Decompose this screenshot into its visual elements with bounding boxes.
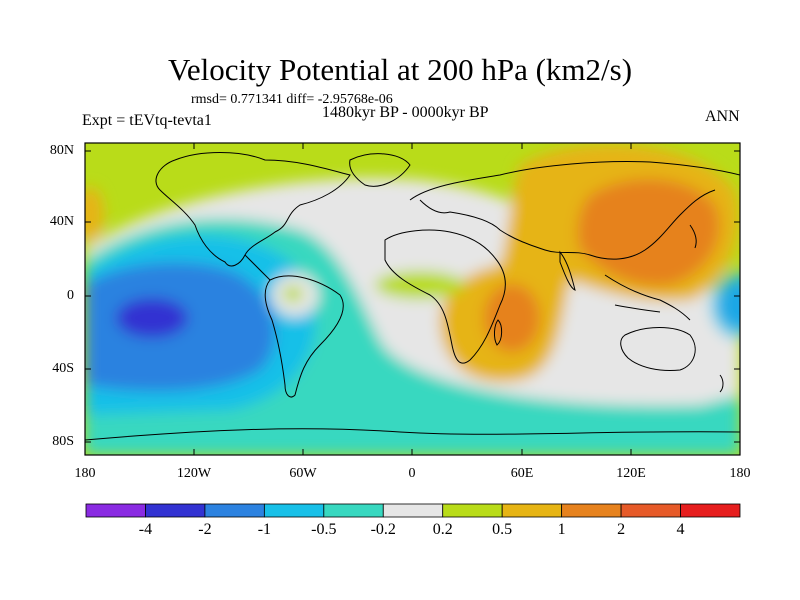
page-title: Velocity Potential at 200 hPa (km2/s)	[167, 52, 633, 87]
x-axis-label: 120W	[176, 466, 212, 481]
colorbar-label: -0.5	[311, 521, 337, 538]
colorbar-label: -2	[198, 521, 212, 538]
field-band-neutral-sahara	[375, 271, 465, 299]
contour-field	[85, 143, 740, 455]
colorbar	[85, 503, 741, 518]
colorbar-box	[204, 503, 265, 518]
x-axis-label: 60E	[510, 466, 534, 481]
experiment-label: Expt = tEVtq-tevta1	[82, 112, 212, 129]
y-axis-label: 40S	[52, 361, 74, 376]
y-axis-label: 0	[67, 288, 74, 303]
y-axis-label: 80N	[49, 143, 74, 158]
colorbar-label: 2	[617, 521, 626, 538]
field-band-lightblue-east	[710, 270, 740, 340]
colorbar-box	[145, 503, 206, 518]
x-axis-label: 0	[408, 466, 416, 481]
colorbar-label: -4	[138, 521, 153, 538]
colorbar-label: -1	[257, 521, 272, 538]
colorbar-box	[382, 503, 444, 518]
colorbar-label: -0.2	[370, 521, 396, 538]
colorbar-label: 0.5	[492, 521, 513, 538]
y-axis-label: 40N	[49, 214, 74, 229]
field-band-gold-west	[85, 187, 104, 243]
x-axis-label: 60W	[289, 466, 317, 481]
colorbar-label: 1	[557, 521, 566, 538]
colorbar-box	[680, 503, 741, 518]
field-band-orange-africa	[484, 284, 540, 352]
stats-line: rmsd= 0.771341 diff= -2.95768e-06	[191, 92, 393, 107]
colorbar-box	[323, 503, 384, 518]
colorbar-box	[442, 503, 503, 518]
colorbar-box	[263, 503, 325, 518]
x-axis-label: 180	[74, 466, 96, 481]
colorbar-box	[85, 503, 146, 518]
axis-ticks	[84, 143, 741, 455]
coastlines	[85, 152, 740, 441]
y-axis-label: 80S	[52, 434, 74, 449]
colorbar-label: 4	[676, 521, 685, 538]
field-band-darkblue	[116, 298, 188, 338]
period-label: 1480kyr BP - 0000kyr BP	[322, 104, 489, 121]
x-axis-label: 120E	[616, 466, 646, 481]
colorbar-label: 0.2	[432, 521, 453, 538]
x-axis-label: 180	[729, 466, 751, 481]
colorbar-box	[501, 503, 563, 518]
season-label: ANN	[705, 108, 740, 125]
field-ring-positive	[283, 286, 303, 302]
colorbar-box	[620, 503, 681, 518]
colorbar-box	[561, 503, 622, 518]
